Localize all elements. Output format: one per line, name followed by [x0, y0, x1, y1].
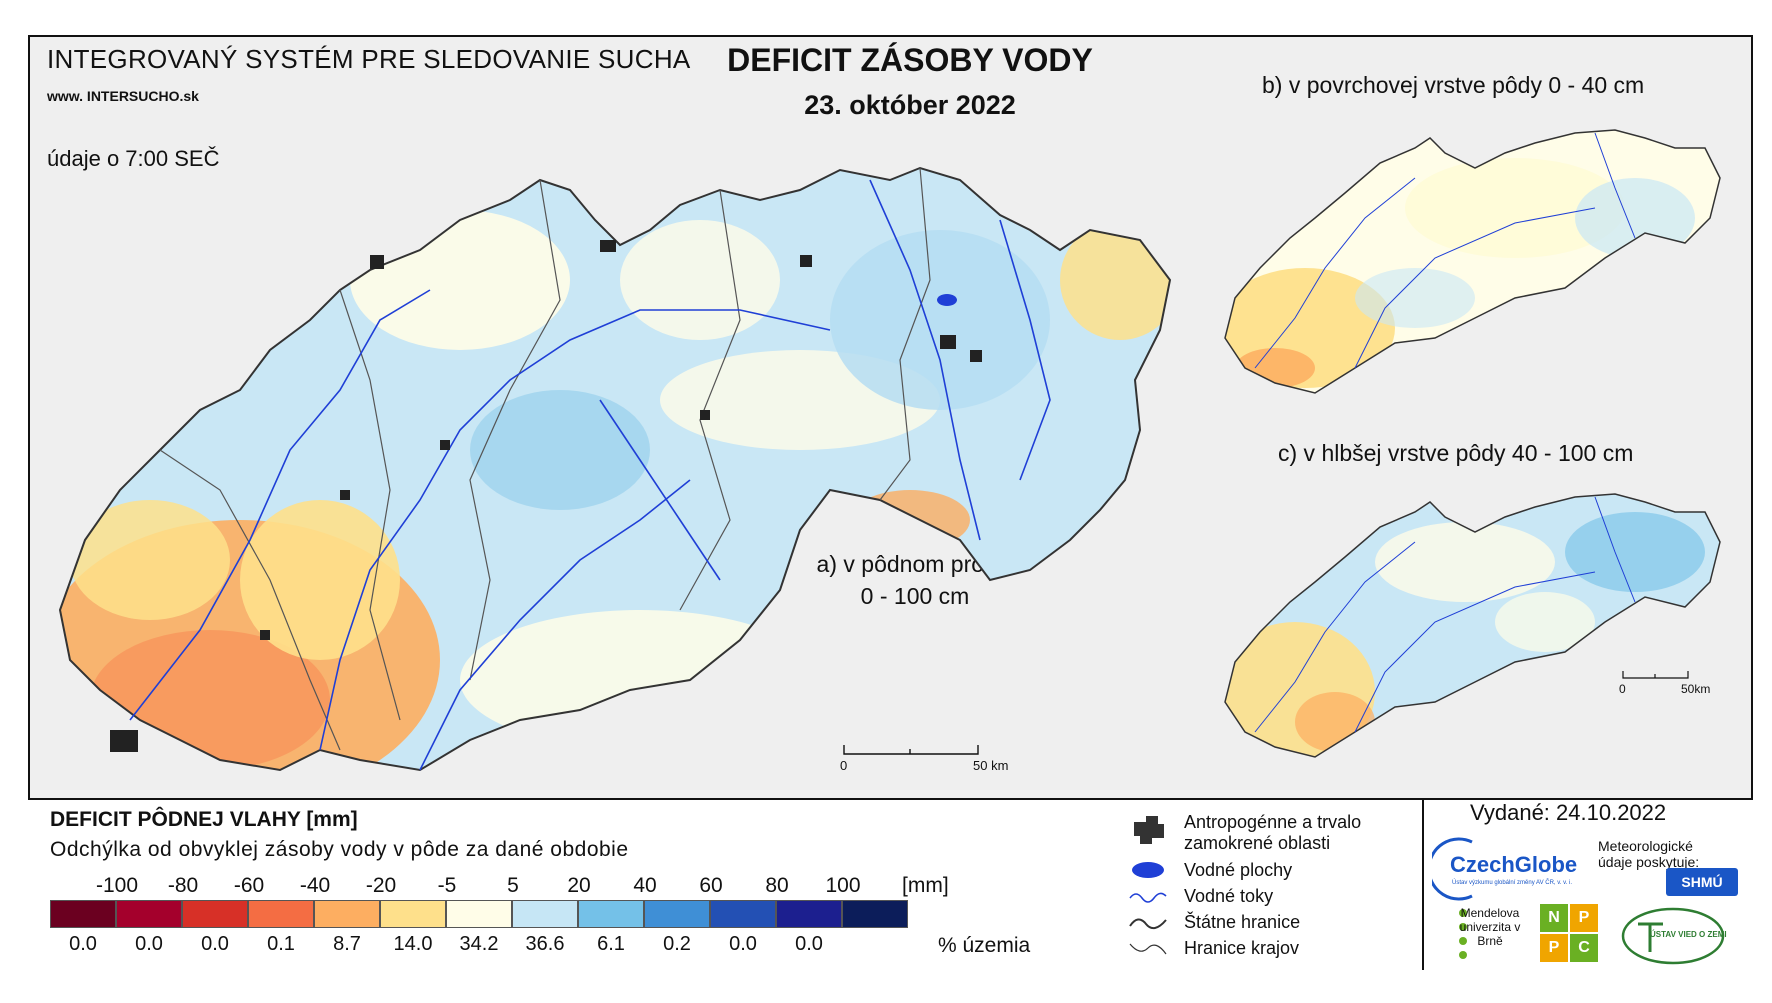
legend-swatch [248, 900, 314, 928]
system-title: INTEGROVANÝ SYSTÉM PRE SLEDOVANIE SUCHA [47, 44, 691, 74]
legend-tick: -100 [95, 874, 139, 897]
legend-tick: 100 [825, 874, 861, 897]
key-rivers: Vodné toky [1128, 884, 1273, 913]
page-date: 23. október 2022 [804, 90, 1016, 120]
legend-percentage: 36.6 [525, 933, 565, 955]
state-border-icon [1129, 918, 1167, 930]
legend-tick: -80 [167, 874, 199, 897]
data-time: údaje o 7:00 SEČ [47, 146, 220, 171]
legend-subtitle: Odchýlka od obvyklej zásoby vody v pôde … [50, 838, 629, 861]
legend-swatch [182, 900, 248, 928]
small-scale-zero: 0 [1619, 682, 1626, 696]
legend-tick: 40 [633, 874, 657, 897]
key-state-border-label: Štátne hranice [1184, 912, 1301, 932]
map-b-label: b) v povrchovej vrstve pôdy 0 - 40 cm [1262, 72, 1645, 98]
key-rivers-label: Vodné toky [1184, 886, 1274, 906]
uvz-logo-text: ÚSTAV VIED O ZEMI [1650, 930, 1727, 939]
czechglobe-name: CzechGlobe [1450, 852, 1578, 877]
legend-swatch [842, 900, 908, 928]
legend-percentage: 6.1 [597, 933, 625, 955]
key-urban: Antropogénne a trvalo zamokrené oblasti [1128, 812, 1361, 853]
website-link[interactable]: www. INTERSUCHO.sk [47, 88, 199, 104]
page-title: DEFICIT ZÁSOBY VODY [727, 42, 1093, 78]
legend-tick: 5 [507, 874, 519, 897]
czechglobe-logo [1432, 837, 1473, 901]
legend-swatch [776, 900, 842, 928]
key-state-border: Štátne hranice [1128, 910, 1300, 939]
legend-tick: -5 [437, 874, 457, 897]
legend-percentage: 0.1 [267, 933, 295, 955]
map-a-label-line2: 0 - 100 cm [860, 583, 970, 609]
uvz-logo-icon [1621, 907, 1725, 965]
map-c-label: c) v hlbšej vrstve pôdy 40 - 100 cm [1278, 440, 1634, 466]
mendel-dots-icon [1459, 909, 1467, 959]
regional-border-icon [1129, 943, 1167, 955]
legend-tick: 20 [567, 874, 591, 897]
legend-tick: -20 [365, 874, 397, 897]
nppc-logo: N P P C [1540, 904, 1600, 964]
main-scale-bar [843, 745, 979, 755]
map-c [1224, 493, 1721, 758]
legend-percentage: 0.0 [795, 933, 823, 955]
nppc-letter-2: P [1570, 904, 1598, 932]
shmu-logo: SHMÚ [1666, 868, 1738, 896]
key-urban-label: Antropogénne a trvalo zamokrené oblasti [1184, 812, 1362, 853]
key-regional-border-label: Hranice krajov [1184, 938, 1300, 958]
legend-percent-label: % územia [938, 934, 1031, 957]
legend-unit: [mm] [902, 874, 949, 897]
nppc-letter-1: N [1540, 904, 1568, 932]
river-icon [1129, 892, 1167, 903]
water-body-icon [1132, 862, 1164, 878]
nppc-letter-3: P [1540, 934, 1568, 962]
legend-tick: 60 [699, 874, 723, 897]
legend-swatch [644, 900, 710, 928]
legend-swatch [314, 900, 380, 928]
legend-percentage: 34.2 [459, 933, 499, 955]
legend-swatch [578, 900, 644, 928]
small-scale-bar [1622, 671, 1689, 679]
nppc-letter-4: C [1570, 934, 1598, 962]
mendel-logo: Mendelova univerzita v Brně [1459, 906, 1521, 948]
legend-percentage: 0.2 [663, 933, 691, 955]
main-scale-end: 50 km [973, 758, 1009, 773]
legend-swatch [380, 900, 446, 928]
credits-panel [1422, 798, 1753, 970]
small-scale-end: 50km [1681, 682, 1711, 696]
key-water-bodies: Vodné plochy [1128, 858, 1292, 887]
main-scale-zero: 0 [840, 758, 848, 773]
legend-tick: -60 [233, 874, 265, 897]
map-b [1224, 129, 1721, 394]
legend-swatch [116, 900, 182, 928]
legend-title: DEFICIT PÔDNEJ VLAHY [mm] [50, 808, 358, 831]
legend-tick: -40 [299, 874, 331, 897]
legend-percentage: 14.0 [393, 933, 433, 955]
legend-percentage: 8.7 [333, 933, 361, 955]
legend-tick: 80 [765, 874, 789, 897]
key-regional-border: Hranice krajov [1128, 936, 1299, 965]
legend-swatch [512, 900, 578, 928]
urban-area-icon [1134, 816, 1164, 844]
issued-date: Vydané: 24.10.2022 [1470, 800, 1667, 825]
legend-percentage: 0.0 [201, 933, 229, 955]
meteo-credit: Meteorologické údaje poskytuje: [1598, 838, 1700, 870]
legend-percentage: 0.0 [69, 933, 97, 955]
czechglobe-subtitle: Ústav výzkumu globální změny AV ČR, v. v… [1452, 880, 1573, 886]
main-map-a [58, 166, 1172, 772]
key-water-bodies-label: Vodné plochy [1184, 860, 1293, 880]
legend-swatch [710, 900, 776, 928]
legend-percentage: 0.0 [729, 933, 757, 955]
legend-percentage: 0.0 [135, 933, 163, 955]
legend-swatch [446, 900, 512, 928]
legend-swatch [50, 900, 116, 928]
